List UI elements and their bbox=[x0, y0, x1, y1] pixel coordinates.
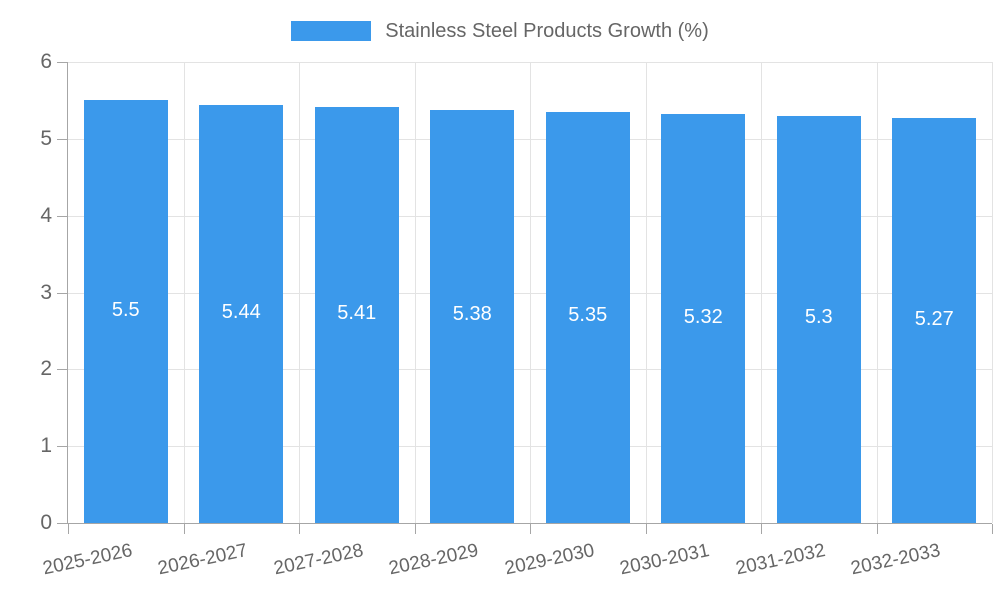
bar: 5.38 bbox=[430, 109, 515, 523]
x-axis-tick bbox=[68, 524, 69, 534]
x-tick-label: 2029-2030 bbox=[502, 540, 597, 580]
y-axis-tick bbox=[57, 446, 67, 448]
x-tick-label: 2031-2032 bbox=[733, 540, 828, 580]
bar-value-label: 5.32 bbox=[683, 305, 723, 328]
bar: 5.3 bbox=[776, 115, 861, 523]
y-tick-label: 6 bbox=[40, 50, 52, 73]
gridline-vertical bbox=[761, 62, 762, 523]
x-axis-tick bbox=[415, 524, 416, 534]
bar-value-label: 5.35 bbox=[568, 304, 608, 327]
y-axis-tick bbox=[57, 369, 67, 371]
x-axis-tick bbox=[299, 524, 300, 534]
x-axis-tick bbox=[646, 524, 647, 534]
x-axis-tick bbox=[184, 524, 185, 534]
gridline-vertical bbox=[646, 62, 647, 523]
y-tick-label: 1 bbox=[40, 434, 52, 458]
bar-value-label: 5.41 bbox=[337, 302, 377, 325]
y-tick-label: 2 bbox=[40, 357, 52, 381]
y-tick-label: 5 bbox=[40, 126, 52, 150]
bar-value-label: 5.5 bbox=[111, 298, 140, 321]
y-axis-tick bbox=[57, 523, 67, 524]
bar: 5.41 bbox=[314, 107, 399, 523]
y-tick-label: 4 bbox=[40, 203, 52, 227]
x-axis-tick bbox=[992, 524, 993, 534]
x-tick-label: 2025-2026 bbox=[40, 540, 135, 580]
bar-value-label: 5.27 bbox=[914, 307, 954, 330]
y-axis-tick bbox=[57, 138, 67, 140]
bar: 5.32 bbox=[661, 114, 746, 523]
gridline-vertical bbox=[877, 62, 878, 523]
y-axis-tick bbox=[57, 62, 67, 63]
gridline-vertical bbox=[992, 62, 993, 523]
y-axis-line bbox=[67, 62, 68, 523]
bar: 5.35 bbox=[545, 111, 630, 523]
bar-value-label: 5.44 bbox=[221, 301, 261, 324]
legend-label: Stainless Steel Products Growth (%) bbox=[385, 19, 709, 42]
legend-item[interactable]: Stainless Steel Products Growth (%) bbox=[0, 16, 1000, 46]
y-tick-label: 0 bbox=[40, 511, 52, 534]
gridline-vertical bbox=[530, 62, 531, 523]
x-tick-label: 2027-2028 bbox=[271, 540, 366, 580]
gridline-vertical bbox=[299, 62, 300, 523]
bar-value-label: 5.3 bbox=[804, 306, 833, 329]
x-axis-tick bbox=[877, 524, 878, 534]
x-tick-label: 2032-2033 bbox=[849, 540, 943, 580]
bar: 5.5 bbox=[83, 100, 168, 523]
x-tick-label: 2026-2027 bbox=[156, 540, 250, 580]
x-tick-label: 2028-2029 bbox=[387, 540, 481, 580]
y-tick-label: 3 bbox=[40, 280, 52, 304]
y-axis-tick bbox=[57, 215, 67, 217]
bar-value-label: 5.38 bbox=[452, 303, 492, 326]
x-axis-line bbox=[67, 523, 992, 524]
x-axis-tick bbox=[761, 524, 762, 534]
gridline-vertical bbox=[415, 62, 416, 523]
legend-swatch bbox=[291, 21, 372, 41]
y-axis-tick bbox=[57, 292, 67, 294]
plot-area: 0 1 2 3 4 5 6 5.5 5.44 5.41 5.38 5.35 5.32 5.3 5.27 202… bbox=[40, 50, 993, 579]
gridline-vertical bbox=[184, 62, 185, 523]
x-tick-label: 2030-2031 bbox=[618, 540, 712, 580]
x-axis-tick bbox=[530, 524, 531, 534]
bar: 5.44 bbox=[199, 105, 284, 523]
bar: 5.27 bbox=[892, 118, 977, 523]
